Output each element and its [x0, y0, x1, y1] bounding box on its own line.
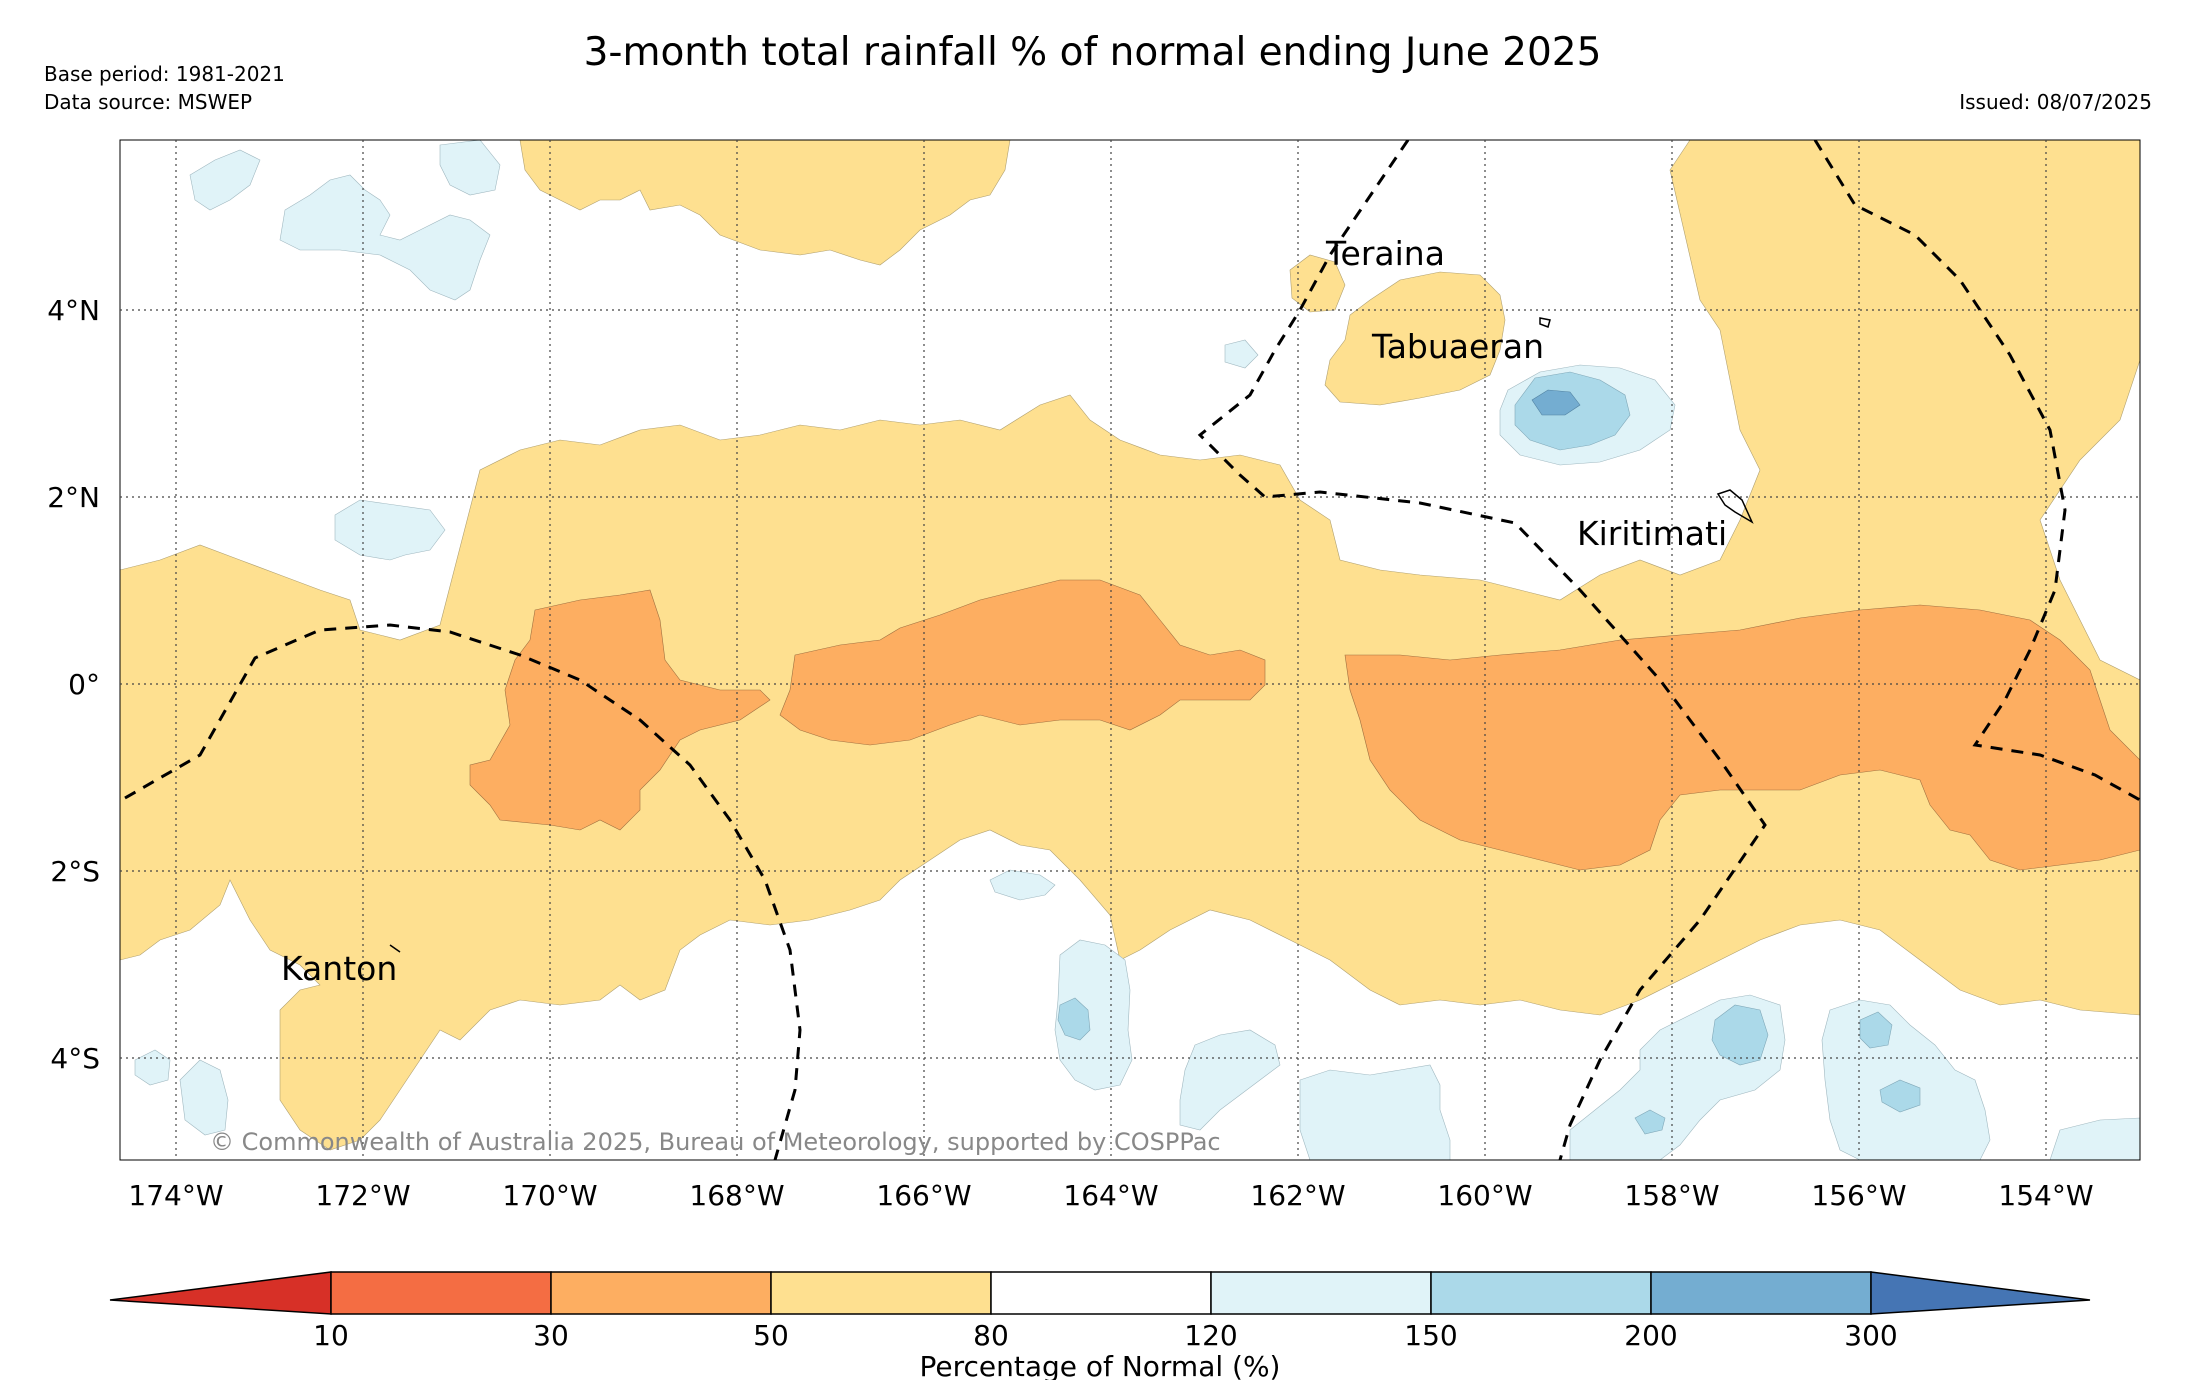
- below-normal-50-80-tabuaeran: [1324, 271, 1506, 406]
- lat-label: 2°N: [47, 481, 100, 514]
- rainfall-anomaly-field: [120, 140, 2140, 1160]
- issued-date: Issued: 08/07/2025: [1959, 90, 2152, 114]
- colorbar-segment-above-300: [1870, 1271, 2091, 1315]
- colorbar-tick-label: 10: [313, 1319, 349, 1352]
- lon-label: 172°W: [315, 1179, 410, 1212]
- latitude-labels: 4°N 2°N 0° 2°S 4°S: [47, 294, 100, 1075]
- colorbar-segment-10-30: [330, 1271, 552, 1315]
- below-normal-30-50-west: [469, 589, 771, 831]
- eez-boundary-lines: [124, 140, 2140, 1160]
- colorbar-segment-150-200: [1430, 1271, 1652, 1315]
- above-normal-150-200-patches: [1057, 371, 1921, 1135]
- lon-label: 154°W: [1998, 1179, 2093, 1212]
- colorbar-tick-label: 300: [1844, 1319, 1897, 1352]
- colorbar-label: Percentage of Normal (%): [920, 1350, 1281, 1380]
- lon-label: 170°W: [502, 1179, 597, 1212]
- longitude-labels: 174°W 172°W 170°W 168°W 166°W 164°W 162°…: [128, 1179, 2093, 1212]
- below-normal-30-50-centre: [779, 579, 1266, 746]
- map-frame: [119, 139, 2141, 1161]
- colorbar-tick-label: 50: [753, 1319, 789, 1352]
- base-period-note: Base period: 1981-2021: [44, 62, 285, 86]
- colorbar-tick-label: 200: [1624, 1319, 1677, 1352]
- kanton-island-outline: [389, 944, 401, 953]
- lon-label: 156°W: [1811, 1179, 1906, 1212]
- colorbar-segment-80-120: [990, 1271, 1212, 1315]
- lon-label: 166°W: [876, 1179, 971, 1212]
- lat-label: 2°S: [50, 855, 100, 888]
- copyright-notice: © Commonwealth of Australia 2025, Bureau…: [210, 1128, 1221, 1156]
- place-label-tabuaeran: Tabuaeran: [1371, 327, 1544, 366]
- colorbar-segment-200-300: [1650, 1271, 1872, 1315]
- lon-label: 174°W: [128, 1179, 223, 1212]
- colorbar-tick-label: 120: [1184, 1319, 1237, 1352]
- above-normal-200-300-core: [1531, 389, 1581, 416]
- below-normal-50-80-northwest: [519, 140, 1011, 266]
- lon-label: 168°W: [689, 1179, 784, 1212]
- colorbar-segment-30-50: [550, 1271, 772, 1315]
- tabuaeran-island-outline: [1539, 317, 1551, 328]
- lat-label: 0°: [68, 668, 100, 701]
- below-normal-50-80-teraina: [1289, 254, 1346, 313]
- colorbar-segment-120-150: [1210, 1271, 1432, 1315]
- colorbar-tick-label: 150: [1404, 1319, 1457, 1352]
- colorbar-tick-label: 80: [973, 1319, 1009, 1352]
- lat-label: 4°N: [47, 294, 100, 327]
- colorbar-segment-below-10: [109, 1271, 332, 1315]
- place-label-kiritimati: Kiritimati: [1577, 514, 1727, 553]
- colorbar: [109, 1271, 2091, 1315]
- lon-label: 164°W: [1063, 1179, 1158, 1212]
- lon-label: 162°W: [1250, 1179, 1345, 1212]
- colorbar-segment-50-80: [770, 1271, 992, 1315]
- lon-label: 160°W: [1437, 1179, 1532, 1212]
- lat-label: 4°S: [50, 1042, 100, 1075]
- map-title: 3-month total rainfall % of normal endin…: [583, 30, 1602, 75]
- lon-label: 158°W: [1624, 1179, 1719, 1212]
- graticule: [120, 140, 2140, 1160]
- place-label-teraina: Teraina: [1325, 234, 1445, 273]
- place-label-kanton: Kanton: [281, 949, 397, 988]
- colorbar-ticks: 10 30 50 80 120 150 200 300: [313, 1319, 1898, 1352]
- kiritimati-island-outline: [1716, 489, 1754, 524]
- data-source-note: Data source: MSWEP: [44, 90, 253, 114]
- colorbar-tick-label: 30: [533, 1319, 569, 1352]
- below-normal-30-50-east: [1344, 604, 2140, 871]
